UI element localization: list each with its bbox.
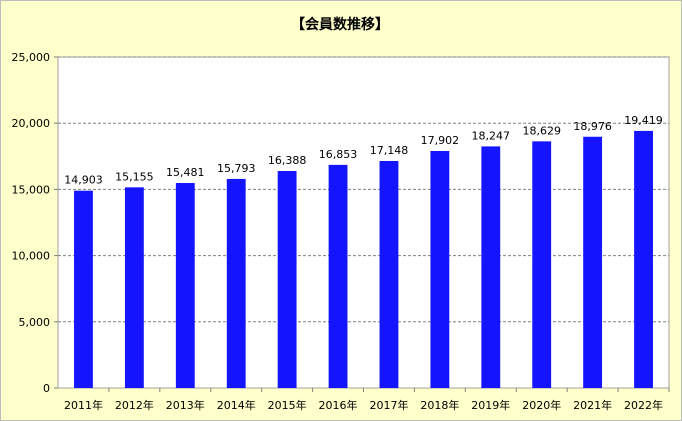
y-tick-label: 25,000 <box>12 51 51 64</box>
data-label: 16,853 <box>319 148 358 161</box>
bar <box>532 141 552 388</box>
x-tick-label: 2014年 <box>217 398 256 412</box>
x-axis-ticks: 2011年 2012年 2013年 2014年 2015年 2016年 2017年 2018年… <box>64 388 670 412</box>
bar <box>481 146 501 388</box>
bar <box>124 187 144 388</box>
bar <box>634 130 653 388</box>
data-label: 14,903 <box>64 174 103 187</box>
y-tick-label: 20,000 <box>12 117 51 130</box>
data-label: 18,976 <box>573 120 612 133</box>
y-tick-label: 15,000 <box>12 183 51 196</box>
bar <box>430 150 450 388</box>
chart-title: 【会員数推移】 <box>291 16 389 33</box>
bar <box>583 136 603 388</box>
plot-area <box>57 56 670 389</box>
x-tick-label: 2018年 <box>420 398 459 412</box>
x-tick-label: 2013年 <box>166 398 205 412</box>
data-label: 15,793 <box>217 162 256 175</box>
bar <box>328 164 348 388</box>
bar <box>74 190 93 388</box>
data-label: 19,419 <box>624 114 663 127</box>
x-tick-label: 2012年 <box>115 398 154 412</box>
y-tick-label: 0 <box>43 382 50 395</box>
x-tick-label: 2021年 <box>573 398 612 412</box>
y-tick-label: 5,000 <box>19 316 51 329</box>
data-label: 18,247 <box>472 129 511 142</box>
x-tick-label: 2011年 <box>64 398 103 412</box>
bar <box>226 178 246 388</box>
y-tick-label: 10,000 <box>12 250 51 263</box>
y-axis-ticks: 0 5,000 10,000 15,000 20,000 25,000 <box>12 51 58 395</box>
grid-lines <box>58 56 669 323</box>
x-tick-label: 2022年 <box>624 398 663 412</box>
data-label: 18,629 <box>522 124 561 137</box>
bar <box>277 171 297 388</box>
data-labels: 14,903 15,155 15,481 15,793 16,388 16,853 17,1… <box>64 114 663 187</box>
x-tick-label: 2019年 <box>471 398 510 412</box>
data-label: 16,388 <box>268 154 307 167</box>
bar <box>175 183 195 388</box>
x-tick-label: 2015年 <box>268 398 307 412</box>
data-label: 15,155 <box>115 170 154 183</box>
x-tick-label: 2017年 <box>369 398 408 412</box>
bars <box>74 130 653 388</box>
x-tick-label: 2016年 <box>319 398 358 412</box>
data-label: 15,481 <box>166 166 205 179</box>
data-label: 17,902 <box>421 134 460 147</box>
data-label: 17,148 <box>370 144 409 157</box>
x-tick-label: 2020年 <box>522 398 561 412</box>
bar <box>379 160 399 388</box>
